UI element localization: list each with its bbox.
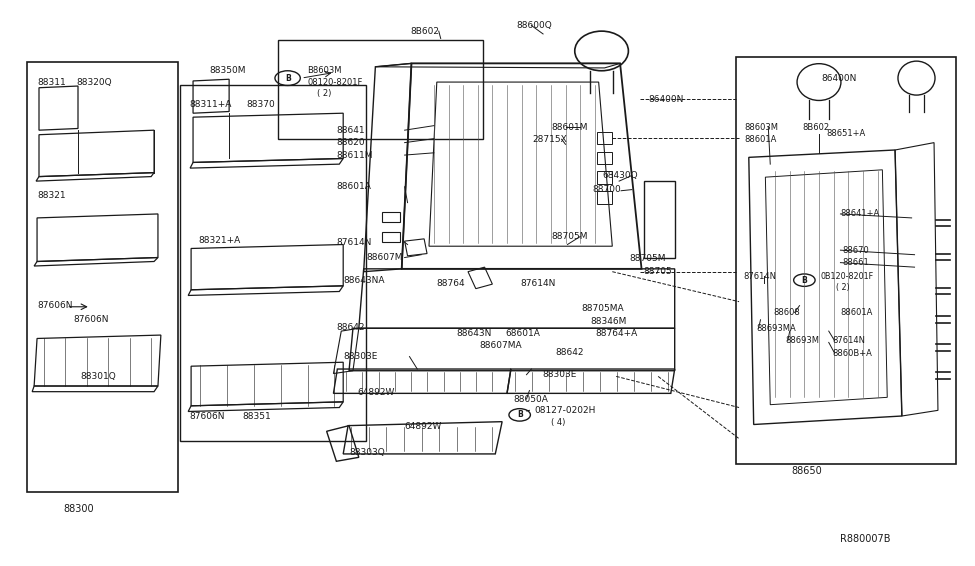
Text: 88303Q: 88303Q [349, 448, 385, 457]
Bar [180, 85, 366, 441]
Text: 88301Q: 88301Q [80, 372, 116, 381]
Text: 88700: 88700 [593, 185, 621, 194]
Text: 88601M: 88601M [551, 123, 587, 132]
Text: 86400N: 86400N [821, 74, 856, 83]
Text: 87606N: 87606N [37, 301, 72, 310]
Text: 08127-0202H: 08127-0202H [534, 406, 596, 415]
Text: 88693MA: 88693MA [757, 324, 797, 333]
Text: 28715X: 28715X [532, 135, 567, 144]
Text: 88321: 88321 [37, 191, 65, 200]
Text: 88650: 88650 [792, 466, 823, 477]
Text: 8B602: 8B602 [802, 123, 830, 132]
Text: 88050A: 88050A [514, 395, 549, 404]
Text: 0B120-8201F: 0B120-8201F [821, 272, 874, 281]
Text: 88346M: 88346M [591, 317, 627, 326]
Text: 88641: 88641 [336, 126, 365, 135]
Text: B8603M: B8603M [307, 66, 341, 75]
Text: 68430Q: 68430Q [603, 171, 639, 180]
Text: 88607MA: 88607MA [480, 341, 523, 350]
Text: 88641+A: 88641+A [840, 209, 879, 218]
Text: 88601A: 88601A [840, 308, 873, 317]
Text: 86400N: 86400N [648, 95, 683, 104]
Text: B: B [517, 410, 523, 419]
Text: B: B [285, 74, 291, 83]
Text: ( 2): ( 2) [836, 283, 849, 292]
Text: 88643NA: 88643NA [343, 276, 385, 285]
Text: 88608: 88608 [773, 308, 800, 317]
Text: 88642: 88642 [556, 348, 584, 357]
Text: 64892W: 64892W [358, 388, 395, 397]
Text: 87614N: 87614N [336, 238, 371, 247]
Bar [278, 40, 483, 139]
Text: 88705M: 88705M [629, 254, 665, 263]
Text: 88303E: 88303E [343, 352, 377, 361]
Text: 88651+A: 88651+A [827, 129, 866, 138]
Text: 88321+A: 88321+A [198, 236, 240, 245]
Text: 87614N: 87614N [743, 272, 776, 281]
Text: 88661: 88661 [842, 258, 869, 267]
Bar [736, 57, 956, 464]
Text: 8860B+A: 8860B+A [833, 349, 873, 358]
Bar [382, 232, 400, 242]
Text: 88642: 88642 [336, 323, 365, 332]
Text: 08120-8201F: 08120-8201F [307, 78, 363, 87]
Text: 88300: 88300 [63, 504, 94, 514]
Text: 88705M: 88705M [551, 232, 587, 241]
Text: 88603M: 88603M [744, 123, 778, 132]
Text: 88601A: 88601A [336, 182, 371, 191]
Text: 88705MA: 88705MA [581, 304, 624, 313]
Text: 87606N: 87606N [189, 411, 224, 421]
Text: 68601A: 68601A [505, 329, 540, 338]
Text: 88764: 88764 [437, 278, 465, 288]
Text: 88607M: 88607M [367, 253, 403, 262]
Text: 88643N: 88643N [456, 329, 491, 338]
Text: R880007B: R880007B [840, 534, 891, 544]
Text: 8B602: 8B602 [410, 27, 440, 36]
Bar [382, 212, 400, 222]
Text: 88350M: 88350M [210, 66, 246, 75]
Text: 88320Q: 88320Q [76, 78, 112, 87]
Text: 64892W: 64892W [405, 422, 442, 431]
Text: 88311: 88311 [37, 78, 65, 87]
Bar [27, 62, 178, 492]
Text: 88601A: 88601A [744, 135, 776, 144]
Text: 87614N: 87614N [521, 278, 556, 288]
Text: 88693M: 88693M [786, 336, 820, 345]
Text: ( 2): ( 2) [317, 89, 332, 98]
Text: 87614N: 87614N [833, 336, 866, 345]
Text: 88705: 88705 [644, 267, 672, 276]
Text: 88670: 88670 [842, 246, 869, 255]
Text: B: B [801, 276, 807, 285]
Text: 88600Q: 88600Q [517, 21, 553, 30]
Text: 88303E: 88303E [542, 370, 576, 379]
Text: ( 4): ( 4) [551, 418, 566, 427]
Text: 88370: 88370 [247, 100, 275, 109]
Text: 88311+A: 88311+A [189, 100, 231, 109]
Text: 88351: 88351 [243, 411, 271, 421]
Text: 88611M: 88611M [336, 151, 372, 160]
Text: 88764+A: 88764+A [596, 329, 638, 338]
Text: 88620: 88620 [336, 138, 365, 147]
Text: 87606N: 87606N [73, 315, 108, 324]
